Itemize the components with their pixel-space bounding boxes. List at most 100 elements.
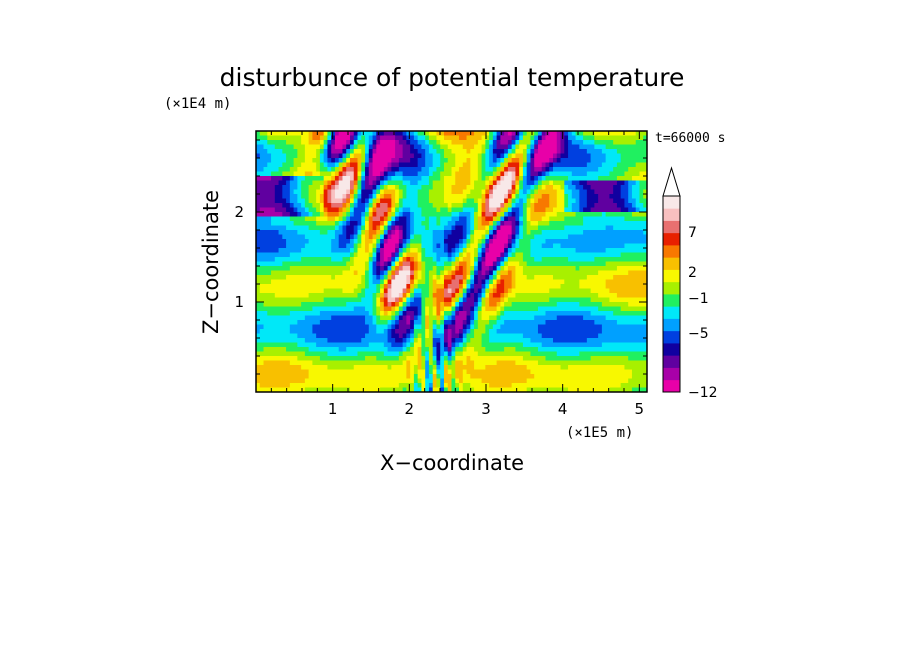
heatmap-cell <box>586 279 592 285</box>
heatmap-cell <box>560 320 565 326</box>
heatmap-cell <box>436 198 441 204</box>
heatmap-cell <box>316 279 321 285</box>
heatmap-cell <box>365 194 370 200</box>
heatmap-cell <box>304 189 310 195</box>
heatmap-cell <box>368 234 374 240</box>
heatmap-cell <box>451 324 456 330</box>
heatmap-cell <box>624 288 629 294</box>
heatmap-cell <box>395 180 400 186</box>
heatmap-cell <box>304 149 310 155</box>
heatmap-cell <box>635 279 641 285</box>
heatmap-cell <box>583 243 588 249</box>
heatmap-cell <box>383 293 389 299</box>
heatmap-cell <box>395 153 400 159</box>
heatmap-cell <box>380 279 385 285</box>
heatmap-cell <box>406 320 411 326</box>
heatmap-cell <box>489 252 494 258</box>
heatmap-cell <box>368 329 374 335</box>
heatmap-cell <box>417 306 423 312</box>
heatmap-cell <box>635 221 641 227</box>
heatmap-cell <box>380 284 385 290</box>
heatmap-cell <box>451 338 456 344</box>
heatmap-cell <box>312 275 317 281</box>
heatmap-cell <box>349 306 355 312</box>
heatmap-cell <box>605 297 610 303</box>
heatmap-cell <box>613 284 618 290</box>
heatmap-cell <box>410 153 415 159</box>
heatmap-cell <box>376 189 381 195</box>
heatmap-cell <box>282 288 287 294</box>
heatmap-cell <box>579 248 584 254</box>
heatmap-cell <box>616 320 622 326</box>
heatmap-cell <box>556 189 562 195</box>
heatmap-cell <box>413 225 419 231</box>
heatmap-cell <box>613 239 618 245</box>
heatmap-cell <box>635 261 641 267</box>
heatmap-cell <box>511 338 517 344</box>
heatmap-cell <box>293 279 298 285</box>
heatmap-cell <box>507 221 513 227</box>
heatmap-cell <box>383 203 389 209</box>
heatmap-cell <box>537 230 543 236</box>
heatmap-cell <box>507 279 513 285</box>
heatmap-cell <box>553 216 558 222</box>
heatmap-cell <box>346 140 351 146</box>
heatmap-cell <box>432 194 438 200</box>
heatmap-cell <box>334 243 340 249</box>
heatmap-cell <box>289 230 295 236</box>
heatmap-cell <box>289 302 295 308</box>
heatmap-cell <box>613 207 618 213</box>
heatmap-cell <box>451 167 456 173</box>
heatmap-cell <box>323 167 329 173</box>
heatmap-cell <box>545 239 550 245</box>
heatmap-cell <box>628 135 633 141</box>
heatmap-cell <box>519 225 524 231</box>
heatmap-cell <box>549 261 554 267</box>
heatmap-cell <box>372 297 377 303</box>
heatmap-cell <box>631 257 637 263</box>
heatmap-cell <box>605 239 610 245</box>
heatmap-cell <box>417 144 423 150</box>
heatmap-cell <box>455 158 460 164</box>
heatmap-cell <box>282 306 287 312</box>
heatmap-cell <box>530 171 535 177</box>
heatmap-cell <box>282 297 287 303</box>
heatmap-cell <box>639 306 644 312</box>
heatmap-cell <box>316 234 321 240</box>
heatmap-cell <box>553 266 558 272</box>
heatmap-cell <box>278 315 283 321</box>
heatmap-cell <box>477 302 483 308</box>
heatmap-cell <box>571 302 577 308</box>
heatmap-cell <box>628 189 633 195</box>
heatmap-cell <box>304 212 310 218</box>
heatmap-cell <box>515 239 520 245</box>
heatmap-cell <box>616 194 622 200</box>
heatmap-cell <box>601 261 607 267</box>
heatmap-cell <box>413 131 419 137</box>
heatmap-cell <box>278 216 283 222</box>
heatmap-cell <box>271 293 276 299</box>
heatmap-cell <box>380 230 385 236</box>
heatmap-cell <box>308 306 313 312</box>
heatmap-cell <box>331 207 336 213</box>
heatmap-cell <box>312 342 317 348</box>
heatmap-cell <box>583 275 588 281</box>
heatmap-cell <box>459 149 464 155</box>
heatmap-cell <box>534 162 539 168</box>
heatmap-cell <box>631 306 637 312</box>
heatmap-cell <box>560 288 565 294</box>
heatmap-cell <box>440 207 445 213</box>
heatmap-cell <box>455 302 460 308</box>
heatmap-cell <box>346 135 351 141</box>
heatmap-cell <box>271 158 276 164</box>
heatmap-cell <box>380 342 385 348</box>
heatmap-cell <box>316 221 321 227</box>
heatmap-cell <box>402 131 407 137</box>
heatmap-cell <box>428 302 434 308</box>
heatmap-cell <box>620 270 626 276</box>
heatmap-cell <box>485 234 490 240</box>
heatmap-cell <box>586 293 592 299</box>
heatmap-cell <box>447 221 453 227</box>
heatmap-cell <box>297 180 302 186</box>
heatmap-cell <box>334 207 340 213</box>
